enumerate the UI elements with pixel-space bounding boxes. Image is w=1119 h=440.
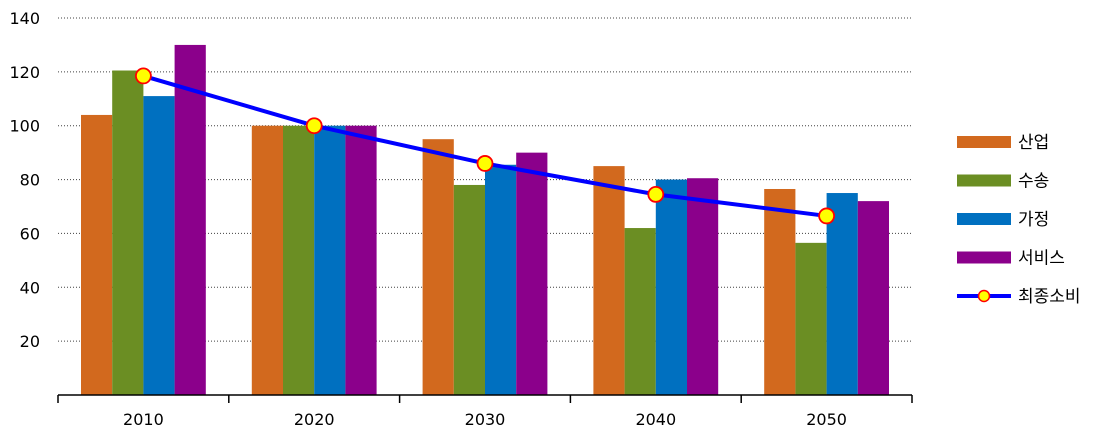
- bar-서비스-2050: [857, 201, 889, 395]
- x-tick-label: 2010: [123, 410, 164, 429]
- legend-marker-최종소비: [977, 289, 991, 303]
- line-series: [134, 67, 835, 225]
- legend-swatch-가정: [957, 213, 1011, 225]
- bar-수송-2030: [453, 184, 485, 395]
- y-tick-label: 20: [20, 332, 40, 351]
- bar-산업-2030: [422, 139, 454, 395]
- x-tick-label: 2040: [635, 410, 676, 429]
- y-tick-label: 100: [9, 117, 40, 136]
- legend-swatch-산업: [957, 136, 1011, 148]
- bar-가정-2050: [826, 193, 858, 395]
- bar-서비스-2040: [687, 178, 719, 395]
- bar-수송-2020: [283, 125, 315, 395]
- x-tick-label: 2050: [806, 410, 847, 429]
- bar-가정-2020: [314, 125, 346, 395]
- line-point-2040: [647, 185, 665, 203]
- legend-label-산업: 산업: [1018, 133, 1049, 153]
- line-point-2030: [476, 155, 494, 172]
- bar-서비스-2030: [516, 152, 548, 395]
- x-tick-label: 2020: [294, 410, 335, 429]
- y-tick-label: 140: [9, 9, 40, 28]
- bar-산업-2050: [764, 188, 796, 395]
- legend-label-수송: 수송: [1018, 172, 1049, 192]
- bar-산업-2010: [81, 114, 113, 395]
- legend-label-서비스: 서비스: [1018, 249, 1065, 269]
- bar-가정-2040: [655, 179, 687, 395]
- bar-가정-2030: [485, 164, 517, 395]
- x-axis-labels: 2010 2020 2030 2040 2050: [123, 410, 847, 429]
- axes: [57, 394, 913, 403]
- legend-swatch-서비스: [957, 251, 1011, 264]
- bar-수송-2040: [624, 228, 656, 395]
- line-point-2020: [305, 117, 323, 135]
- bar-가정-2010: [143, 96, 175, 395]
- line-point-2010: [134, 67, 152, 85]
- bar-산업-2040: [593, 166, 625, 395]
- y-tick-label: 40: [20, 278, 40, 297]
- bar-수송-2010: [112, 70, 144, 395]
- legend-label-가정: 가정: [1018, 210, 1049, 230]
- y-tick-label: 120: [9, 63, 40, 82]
- bar-서비스-2010: [174, 44, 206, 396]
- y-axis-labels: 20 40 60 80 100 120 140: [9, 9, 40, 351]
- bars: [81, 44, 889, 396]
- legend-label-최종소비: 최종소비: [1018, 287, 1081, 307]
- x-tick-label: 2030: [465, 410, 506, 429]
- y-tick-label: 80: [20, 171, 40, 190]
- line-point-2050: [818, 207, 835, 225]
- bar-수송-2050: [795, 242, 827, 395]
- bar-산업-2020: [251, 125, 283, 395]
- y-tick-label: 60: [20, 224, 40, 243]
- bar-서비스-2020: [345, 125, 377, 395]
- legend-swatch-수송: [957, 174, 1011, 187]
